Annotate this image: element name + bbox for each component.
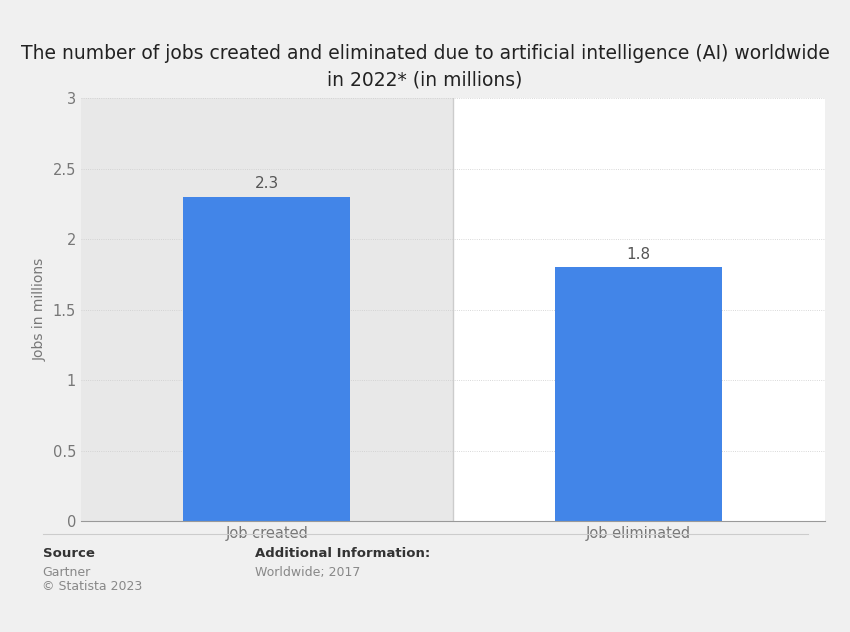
Text: 1.8: 1.8	[626, 246, 650, 262]
Text: The number of jobs created and eliminated due to artificial intelligence (AI) wo: The number of jobs created and eliminate…	[20, 44, 830, 90]
Bar	[81, 98, 452, 521]
Y-axis label: Jobs in millions: Jobs in millions	[33, 258, 47, 362]
Text: Additional Information:: Additional Information:	[255, 547, 430, 560]
Text: Gartner: Gartner	[42, 566, 91, 579]
Text: Source: Source	[42, 547, 94, 560]
Bar	[183, 197, 350, 521]
Text: © Statista 2023: © Statista 2023	[42, 580, 143, 593]
Text: 2.3: 2.3	[254, 176, 279, 191]
Bar	[452, 98, 824, 521]
Bar	[555, 267, 722, 521]
Text: Worldwide; 2017: Worldwide; 2017	[255, 566, 360, 579]
